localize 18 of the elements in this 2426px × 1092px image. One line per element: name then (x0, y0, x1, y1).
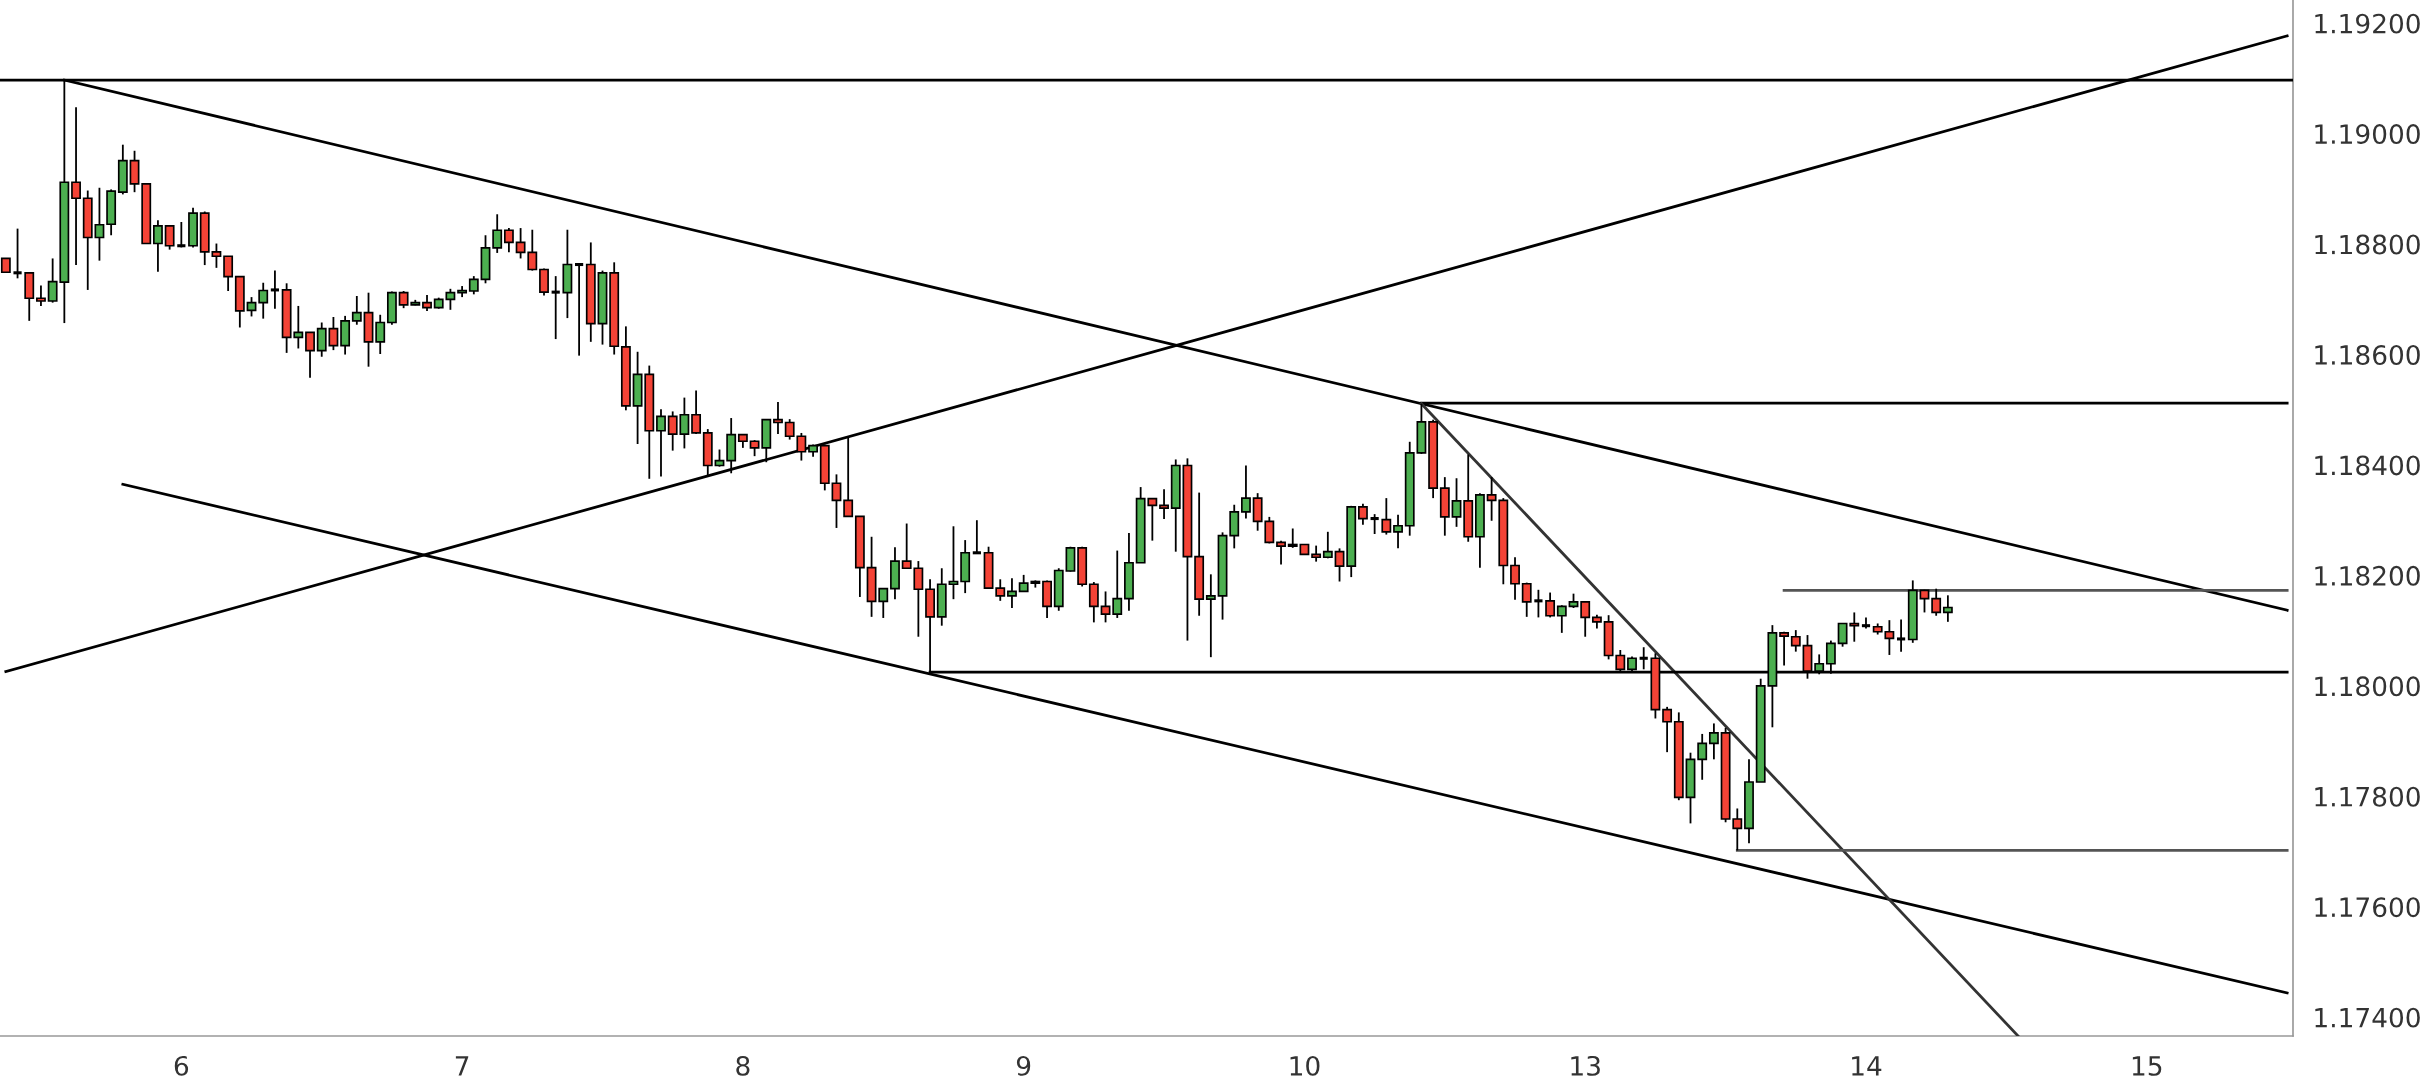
x-tick-label: 9 (1016, 1055, 1031, 1076)
x-tick-label: 6 (174, 1055, 189, 1076)
x-tick-label: 14 (1852, 1056, 1882, 1076)
y-tick-label: 1.17800 (2315, 786, 2420, 807)
x-tick-label: 8 (736, 1055, 750, 1076)
y-tick-label: 1.19000 (2315, 124, 2420, 145)
y-tick-label: 1.18800 (2315, 234, 2420, 255)
y-tick-label: 1.18600 (2315, 344, 2420, 365)
y-tick-label: 1.19200 (2315, 13, 2420, 34)
x-tick-label: 13 (1571, 1055, 1600, 1076)
y-tick-label: 1.18000 (2315, 676, 2420, 697)
y-tick-label: 1.17600 (2315, 897, 2420, 918)
y-tick-label: 1.18400 (2315, 455, 2420, 476)
x-tick-label: 10 (1290, 1055, 1320, 1076)
y-tick-label: 1.18200 (2315, 565, 2420, 586)
x-tick-label: 15 (2132, 1056, 2162, 1076)
x-tick-label: 7 (455, 1056, 469, 1076)
y-tick-label: 1.17400 (2315, 1007, 2420, 1028)
